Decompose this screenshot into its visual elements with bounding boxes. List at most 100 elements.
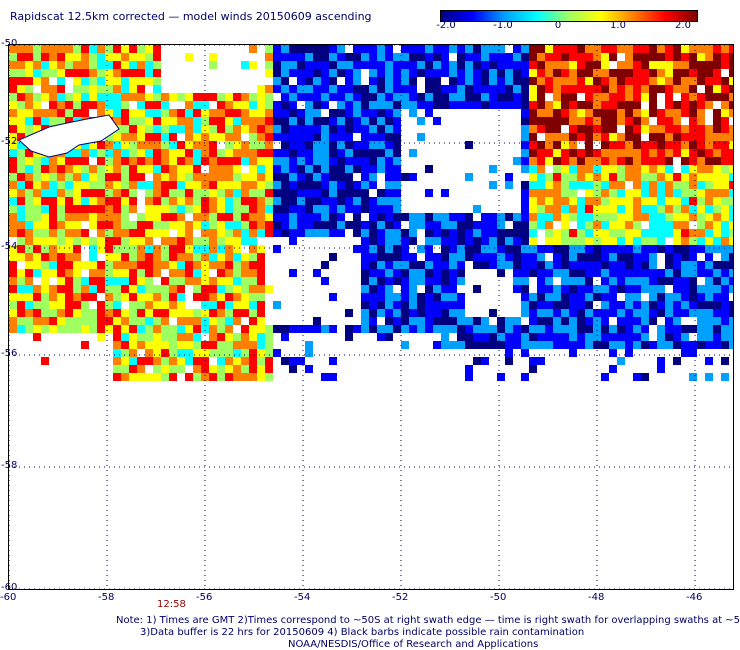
wind-cell <box>553 205 561 213</box>
wind-cell <box>553 69 561 77</box>
wind-cell <box>377 221 385 229</box>
wind-cell <box>321 45 329 53</box>
wind-cell <box>273 197 281 205</box>
wind-cell <box>697 165 705 173</box>
wind-cell <box>401 253 409 261</box>
wind-cell <box>657 277 665 285</box>
wind-cell <box>97 277 105 285</box>
wind-cell <box>281 77 289 85</box>
wind-cell <box>281 197 289 205</box>
wind-cell <box>305 229 313 237</box>
wind-cell <box>601 253 609 261</box>
wind-cell <box>225 173 233 181</box>
wind-cell <box>545 117 553 125</box>
wind-cell <box>153 269 161 277</box>
wind-cell <box>361 197 369 205</box>
wind-cell <box>105 181 113 189</box>
wind-cell <box>121 109 129 117</box>
wind-cell <box>489 77 497 85</box>
wind-cell <box>297 117 305 125</box>
wind-cell <box>289 53 297 61</box>
wind-cell <box>705 141 713 149</box>
wind-cell <box>193 221 201 229</box>
wind-cell <box>81 261 89 269</box>
wind-cell <box>257 357 265 365</box>
wind-cell <box>121 285 129 293</box>
wind-cell <box>305 61 313 69</box>
wind-cell <box>249 341 257 349</box>
wind-cell <box>553 77 561 85</box>
wind-cell <box>57 61 65 69</box>
wind-cell <box>65 325 73 333</box>
wind-cell <box>161 93 169 101</box>
wind-cell <box>617 301 625 309</box>
wind-cell <box>145 125 153 133</box>
wind-cell <box>169 93 177 101</box>
wind-cell <box>489 221 497 229</box>
wind-cell <box>689 101 697 109</box>
wind-cell <box>137 253 145 261</box>
wind-cell <box>561 285 569 293</box>
wind-cell <box>177 357 185 365</box>
wind-cell <box>449 253 457 261</box>
wind-cell <box>649 277 657 285</box>
wind-cell <box>721 45 729 53</box>
wind-cell <box>609 165 617 173</box>
wind-cell <box>417 69 425 77</box>
plot-title: Rapidscat 12.5km corrected — model winds… <box>10 10 372 23</box>
wind-cell <box>721 165 729 173</box>
wind-cell <box>369 309 377 317</box>
wind-cell <box>121 165 129 173</box>
wind-cell <box>121 149 129 157</box>
wind-cell <box>73 205 81 213</box>
wind-cell <box>569 245 577 253</box>
wind-cell <box>609 229 617 237</box>
wind-cell <box>105 157 113 165</box>
wind-cell <box>129 77 137 85</box>
wind-cell <box>137 373 145 381</box>
wind-cell <box>641 165 649 173</box>
wind-cell <box>577 157 585 165</box>
wind-cell <box>729 285 737 293</box>
wind-cell <box>241 213 249 221</box>
wind-cell <box>225 293 233 301</box>
wind-cell <box>593 189 601 197</box>
wind-cell <box>177 341 185 349</box>
wind-cell <box>73 293 81 301</box>
wind-cell <box>81 197 89 205</box>
wind-cell <box>529 261 537 269</box>
wind-cell <box>153 53 161 61</box>
wind-cell <box>281 333 289 341</box>
wind-cell <box>73 317 81 325</box>
wind-cell <box>577 317 585 325</box>
wind-cell <box>89 53 97 61</box>
wind-cell <box>713 109 721 117</box>
wind-cell <box>369 141 377 149</box>
wind-cell <box>705 197 713 205</box>
wind-cell <box>665 61 673 69</box>
wind-cell <box>217 349 225 357</box>
wind-cell <box>57 189 65 197</box>
wind-cell <box>665 69 673 77</box>
wind-cell <box>713 133 721 141</box>
wind-cell <box>145 261 153 269</box>
wind-cell <box>393 181 401 189</box>
wind-cell <box>393 125 401 133</box>
wind-cell <box>361 157 369 165</box>
wind-cell <box>601 333 609 341</box>
wind-cell <box>729 245 737 253</box>
wind-cell <box>265 357 273 365</box>
wind-cell <box>569 101 577 109</box>
wind-cell <box>713 261 721 269</box>
wind-cell <box>257 365 265 373</box>
wind-cell <box>129 333 137 341</box>
wind-cell <box>305 93 313 101</box>
wind-cell <box>481 69 489 77</box>
wind-cell <box>81 277 89 285</box>
wind-cell <box>369 229 377 237</box>
wind-cell <box>65 205 73 213</box>
wind-cell <box>241 301 249 309</box>
wind-cell <box>393 61 401 69</box>
wind-cell <box>177 189 185 197</box>
wind-cell <box>385 133 393 141</box>
